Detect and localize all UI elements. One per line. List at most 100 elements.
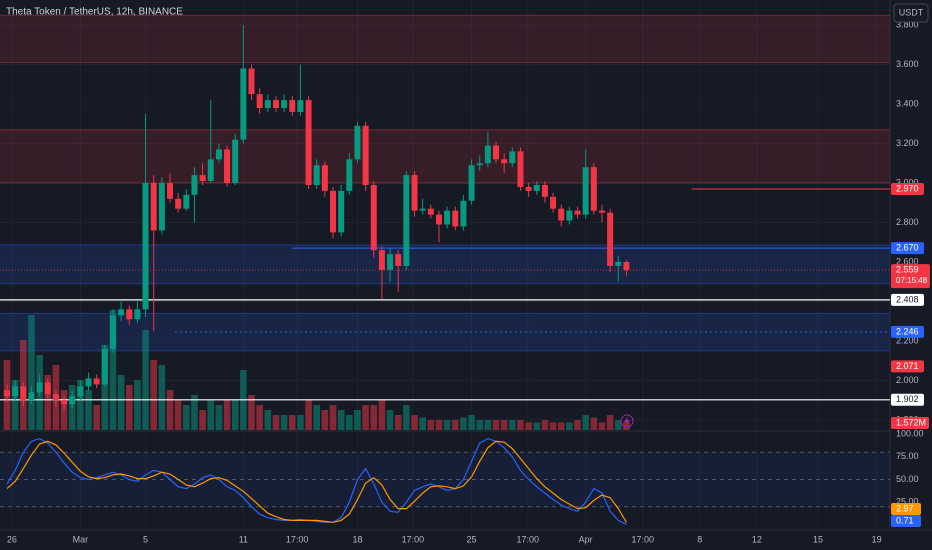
level-label: 2.408 — [896, 294, 919, 304]
y-tick-label: 75.00 — [896, 451, 919, 461]
candle-body — [158, 183, 165, 231]
candle-body — [183, 194, 190, 209]
candle-body — [61, 400, 68, 405]
candle-body — [582, 167, 589, 215]
candle-body — [85, 378, 92, 387]
x-tick-label: 17:00 — [402, 534, 425, 544]
y-tick-label: 3.800 — [896, 19, 919, 29]
candle-body — [20, 386, 27, 401]
candle-body — [419, 208, 426, 211]
volume-bar — [598, 422, 606, 430]
candle-body — [411, 175, 418, 211]
event-icon-bolt — [624, 416, 630, 426]
volume-bar — [557, 422, 565, 430]
candle-body — [109, 315, 116, 349]
volume-bar — [166, 390, 174, 430]
volume-bar — [427, 420, 435, 430]
volume-label: 1.572M — [896, 417, 926, 427]
candle-body — [330, 190, 337, 233]
volume-bar — [256, 405, 263, 430]
stoch-label: 2.97 — [896, 503, 914, 513]
candle-body — [615, 261, 622, 266]
volume-bar — [590, 417, 598, 430]
y-tick-label: 2.800 — [896, 217, 919, 227]
zone — [0, 245, 890, 284]
volume-bar — [623, 422, 630, 430]
volume-bar — [386, 410, 394, 430]
candle-body — [191, 175, 198, 195]
volume-bar — [101, 345, 109, 430]
candle-body — [232, 139, 239, 184]
candle-body — [395, 254, 402, 266]
volume-bar — [125, 385, 133, 430]
volume-bar — [231, 400, 239, 430]
candle-body — [566, 210, 573, 221]
candle-body — [338, 190, 345, 233]
candle-body — [509, 151, 516, 164]
level-tag — [891, 325, 924, 338]
volume-bar — [272, 415, 280, 430]
volume-bar — [11, 380, 19, 430]
candle-body — [444, 210, 451, 225]
candle-body — [517, 151, 524, 187]
candle-body — [93, 378, 100, 385]
volume-bar — [484, 420, 492, 430]
price-tag — [891, 264, 930, 289]
chart-title: Theta Token / TetherUS, 12h, BINANCE — [6, 7, 183, 18]
candle-body — [525, 186, 532, 191]
candle-body — [224, 149, 231, 184]
ma-tag — [891, 360, 924, 373]
candle-body — [387, 254, 394, 270]
volume-bar — [142, 330, 149, 430]
candle-body — [362, 125, 369, 185]
candle-body — [289, 100, 296, 112]
x-tick-label: Mar — [73, 534, 89, 544]
y-tick-label: 2.600 — [896, 256, 919, 266]
currency-label[interactable]: USDT — [899, 7, 924, 17]
volume-bar — [509, 420, 516, 430]
currency-button[interactable] — [893, 3, 929, 23]
price-label: 2.559 — [896, 264, 919, 274]
stoch-band — [0, 452, 890, 507]
volume-bar — [321, 410, 329, 430]
event-icon[interactable] — [620, 414, 634, 428]
candle-body — [558, 208, 565, 221]
candle-body — [354, 125, 361, 160]
volume-bar — [411, 415, 418, 430]
candle-body — [297, 100, 304, 112]
volume-bar — [93, 405, 100, 430]
volume-bar — [370, 405, 378, 430]
stoch-line — [6, 440, 627, 523]
y-tick-label: 50.00 — [896, 474, 919, 484]
stoch-tag — [891, 515, 921, 527]
y-tick-label: 3.000 — [896, 177, 919, 187]
candle-body — [134, 309, 141, 320]
volume-bar — [394, 415, 402, 430]
candle-body — [248, 68, 255, 95]
y-tick-label: 3.400 — [896, 98, 919, 108]
candle-body — [435, 214, 442, 225]
volume-bar — [248, 395, 255, 430]
candle-body — [52, 394, 59, 401]
ma-label: 2.071 — [896, 361, 919, 371]
x-tick-label: 18 — [352, 534, 362, 544]
x-tick-label: 15 — [813, 534, 823, 544]
volume-bar — [566, 422, 573, 430]
volume-bar — [582, 415, 589, 430]
candle-body — [607, 212, 614, 266]
volume-bar — [614, 420, 622, 430]
y-tick-label: 2.200 — [896, 335, 919, 345]
volume-bar — [77, 380, 84, 430]
candle-body — [77, 386, 84, 397]
volume-bar — [419, 417, 426, 430]
volume-bar — [460, 417, 467, 430]
x-tick-label: 17:00 — [517, 534, 540, 544]
candle-body — [12, 386, 19, 397]
volume-bar — [297, 415, 304, 430]
candle-body — [541, 184, 548, 197]
volume-bar — [191, 395, 198, 430]
stoch-tag — [891, 503, 921, 515]
candle-body — [28, 392, 35, 401]
